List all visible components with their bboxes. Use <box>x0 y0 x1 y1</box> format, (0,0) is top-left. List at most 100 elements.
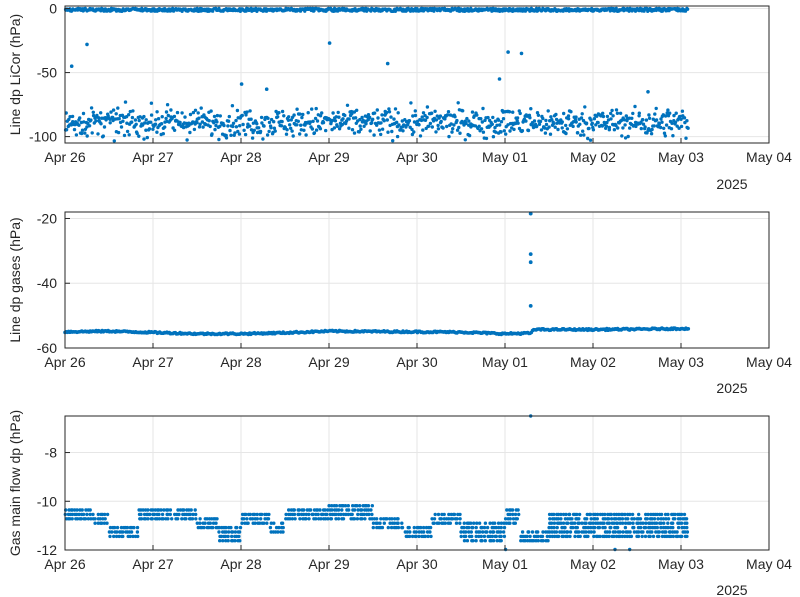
data-point <box>400 525 405 530</box>
x-tick-label: Apr 29 <box>308 556 349 572</box>
data-point <box>607 530 612 534</box>
data-point <box>385 118 389 122</box>
data-point <box>298 517 302 521</box>
data-point <box>248 512 252 517</box>
data-point <box>679 124 684 129</box>
data-point <box>563 517 568 521</box>
data-point <box>287 115 291 119</box>
data-point <box>637 114 641 118</box>
data-point <box>159 508 163 512</box>
data-point <box>548 132 553 136</box>
data-point <box>484 136 489 141</box>
data-point <box>535 111 540 115</box>
data-point <box>355 108 359 113</box>
data-point <box>474 525 478 530</box>
data-point <box>584 521 588 525</box>
data-point <box>350 112 354 116</box>
data-point <box>682 525 687 530</box>
grid-lines <box>65 212 769 348</box>
data-point <box>662 521 666 525</box>
data-point <box>371 117 375 122</box>
data-point <box>637 111 641 115</box>
data-point <box>218 124 222 128</box>
data-point <box>553 125 557 129</box>
data-point <box>110 530 114 534</box>
data-point <box>547 525 551 530</box>
data-point <box>528 260 533 265</box>
data-point <box>370 504 374 508</box>
data-point <box>259 115 264 120</box>
data-point <box>161 517 165 521</box>
data-point <box>321 512 325 517</box>
data-point <box>408 530 412 534</box>
data-point <box>196 111 200 115</box>
data-point <box>143 121 147 125</box>
data-point <box>244 512 248 517</box>
data-point <box>272 120 276 124</box>
data-point <box>559 512 563 517</box>
data-point <box>355 504 359 508</box>
data-point <box>230 534 234 539</box>
data-point <box>623 521 628 525</box>
data-point <box>652 124 656 128</box>
data-point <box>433 109 437 114</box>
data-point <box>390 129 394 134</box>
data-point <box>532 119 537 123</box>
data-point <box>462 525 466 530</box>
data-point <box>226 534 230 539</box>
y-tick-label: -50 <box>37 65 57 81</box>
data-point <box>652 517 657 521</box>
data-point <box>495 539 499 543</box>
data-point <box>215 113 220 118</box>
data-point <box>77 123 81 127</box>
data-point <box>372 133 376 137</box>
data-point <box>222 123 226 128</box>
data-point <box>423 534 427 539</box>
data-point <box>467 133 472 138</box>
data-point <box>139 512 143 517</box>
data-point <box>666 512 670 517</box>
data-point <box>682 512 687 517</box>
data-point <box>311 119 315 124</box>
data-point <box>295 107 299 111</box>
data-point <box>233 131 237 135</box>
x-tick-label: May 01 <box>482 354 528 370</box>
data-point <box>499 521 504 525</box>
data-point <box>267 120 272 125</box>
data-point <box>593 525 597 530</box>
data-point <box>109 110 113 114</box>
data-point <box>589 521 593 525</box>
data-point <box>194 517 198 521</box>
data-point <box>676 534 680 539</box>
data-point <box>300 115 304 120</box>
data-point <box>111 108 116 112</box>
data-point <box>260 121 264 125</box>
data-point <box>643 125 647 129</box>
data-point <box>144 128 148 132</box>
data-point <box>371 525 375 530</box>
data-point <box>685 534 689 539</box>
data-point <box>125 121 129 125</box>
data-point <box>627 116 632 120</box>
data-point <box>83 517 88 521</box>
data-point <box>95 113 99 118</box>
data-point <box>119 125 124 129</box>
data-point <box>464 534 468 539</box>
data-point <box>210 132 214 136</box>
data-point <box>630 116 634 121</box>
data-point <box>99 111 103 115</box>
data-point <box>622 118 626 122</box>
data-point <box>292 512 297 517</box>
data-point <box>217 137 221 142</box>
data-point <box>78 116 82 120</box>
data-point <box>530 530 535 534</box>
data-point <box>307 512 311 517</box>
data-point <box>324 128 328 133</box>
data-point <box>157 512 161 517</box>
data-point <box>407 525 411 530</box>
data-point <box>419 118 424 123</box>
data-point <box>384 110 389 115</box>
data-point <box>188 112 193 117</box>
data-point <box>364 122 368 126</box>
data-point <box>564 131 568 136</box>
